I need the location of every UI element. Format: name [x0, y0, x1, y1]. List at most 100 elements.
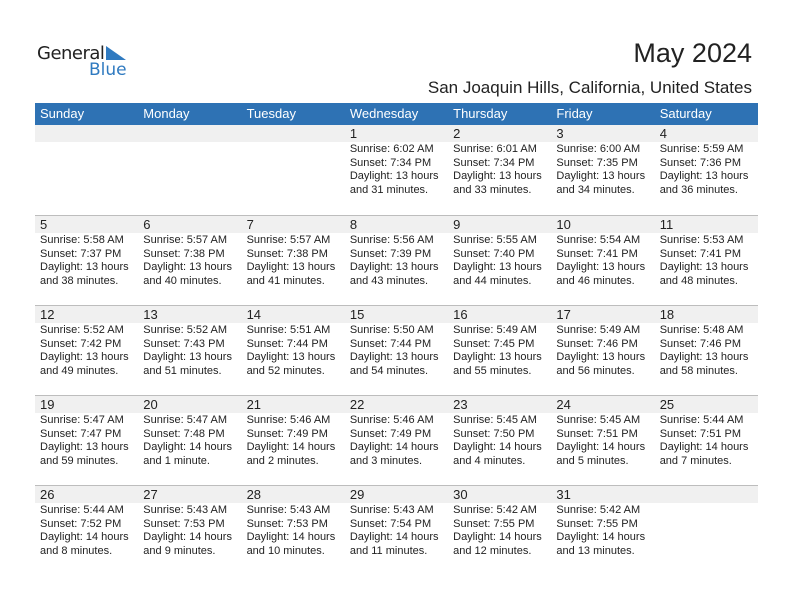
- daylight1-text: Daylight: 14 hours: [40, 531, 129, 543]
- sunset-text: Sunset: 7:40 PM: [453, 247, 535, 260]
- sunrise-text: Sunrise: 5:55 AM: [453, 234, 537, 246]
- day-number: 2: [453, 126, 461, 141]
- day-number: 31: [556, 487, 571, 502]
- daylight1-text: Daylight: 14 hours: [556, 441, 646, 453]
- sunset-text: Sunset: 7:34 PM: [349, 156, 432, 169]
- sunset-text: Sunset: 7:41 PM: [556, 247, 638, 260]
- weekday-wednesday: Wednesday: [349, 106, 419, 121]
- daylight1-text: Daylight: 13 hours: [143, 261, 232, 273]
- day-number: 29: [349, 487, 365, 502]
- daylight2-text: and 8 minutes.: [40, 544, 113, 557]
- day-cell: Sunrise: 5:53 AM Sunset: 7:41 PM Daylight:…: [655, 233, 758, 288]
- sunset-text: Sunset: 7:48 PM: [143, 427, 225, 440]
- daylight1-text: Daylight: 14 hours: [556, 531, 646, 543]
- page-title: May 2024: [633, 38, 752, 68]
- daylight1-text: Daylight: 13 hours: [143, 351, 232, 363]
- daylight1-text: Daylight: 13 hours: [40, 261, 129, 273]
- day-number: 1: [349, 126, 358, 141]
- sunrise-text: Sunrise: 5:59 AM: [659, 143, 744, 155]
- day-number: 16: [453, 307, 468, 322]
- day-number: [138, 125, 241, 142]
- daylight1-text: Daylight: 13 hours: [556, 351, 646, 363]
- logo-triangle-icon: [106, 46, 126, 60]
- day-cell: Sunrise: 5:43 AM Sunset: 7:54 PM Daylight:…: [345, 503, 448, 558]
- daylight1-text: Daylight: 13 hours: [40, 351, 129, 363]
- day-cell: Sunrise: 5:42 AM Sunset: 7:55 PM Daylight:…: [551, 503, 654, 558]
- daylight2-text: and 54 minutes.: [349, 364, 429, 377]
- sunrise-text: Sunrise: 5:43 AM: [143, 504, 228, 516]
- weekday-sunday: Sunday: [40, 106, 85, 121]
- day-cell: Sunrise: 5:47 AM Sunset: 7:47 PM Daylight:…: [35, 413, 138, 468]
- day-number: 17: [556, 307, 571, 322]
- day-number: 22: [349, 397, 365, 412]
- sunrise-text: Sunrise: 5:53 AM: [659, 234, 744, 246]
- sunrise-text: Sunrise: 5:46 AM: [349, 414, 434, 426]
- sunrise-text: Sunrise: 5:45 AM: [453, 414, 537, 426]
- sunset-text: Sunset: 7:52 PM: [40, 517, 122, 530]
- sunrise-text: Sunrise: 6:00 AM: [556, 143, 641, 155]
- day-cell: Sunrise: 5:49 AM Sunset: 7:45 PM Daylight:…: [448, 323, 551, 378]
- day-cell: Sunrise: 5:42 AM Sunset: 7:55 PM Daylight:…: [448, 503, 551, 558]
- date-row: 5 6 7 8 9 10 11: [35, 216, 758, 233]
- daylight2-text: and 43 minutes.: [349, 274, 429, 287]
- day-cell: Sunrise: 5:48 AM Sunset: 7:46 PM Daylight:…: [655, 323, 758, 378]
- sunrise-text: Sunrise: 5:56 AM: [349, 234, 434, 246]
- day-number: 5: [40, 217, 48, 232]
- daylight1-text: Daylight: 14 hours: [349, 441, 439, 453]
- daylight2-text: and 51 minutes.: [143, 364, 222, 377]
- date-row: 26 27 28 29 30 31: [35, 486, 758, 503]
- week-row: 26 27 28 29 30 31 Sunrise: 5:44 AM Sunset: 7:52…: [35, 485, 758, 575]
- day-number: 15: [349, 307, 365, 322]
- sunset-text: Sunset: 7:34 PM: [453, 156, 535, 169]
- daylight1-text: Daylight: 13 hours: [349, 351, 439, 363]
- sunset-text: Sunset: 7:49 PM: [349, 427, 432, 440]
- sunset-text: Sunset: 7:55 PM: [556, 517, 638, 530]
- day-number: [655, 486, 758, 503]
- info-row: Sunrise: 5:58 AM Sunset: 7:37 PM Daylight:…: [35, 233, 758, 288]
- sunrise-text: Sunrise: 5:48 AM: [659, 324, 744, 336]
- day-number: 18: [659, 307, 675, 322]
- day-number: 30: [453, 487, 468, 502]
- daylight2-text: and 48 minutes.: [659, 274, 738, 287]
- daylight2-text: and 34 minutes.: [556, 183, 635, 196]
- sunrise-text: Sunrise: 6:02 AM: [349, 143, 434, 155]
- day-number: 26: [40, 487, 55, 502]
- sunset-text: Sunset: 7:50 PM: [453, 427, 535, 440]
- daylight2-text: and 1 minute.: [143, 454, 210, 467]
- daylight2-text: and 5 minutes.: [556, 454, 629, 467]
- daylight2-text: and 31 minutes.: [349, 183, 429, 196]
- sunrise-text: Sunrise: 5:51 AM: [246, 324, 331, 336]
- day-number: 11: [659, 217, 674, 232]
- daylight2-text: and 44 minutes.: [453, 274, 532, 287]
- sunrise-text: Sunrise: 5:49 AM: [453, 324, 537, 336]
- daylight1-text: Daylight: 13 hours: [659, 170, 749, 182]
- info-row: Sunrise: 6:02 AM Sunset: 7:34 PM Daylight:…: [35, 142, 758, 197]
- sunrise-text: Sunrise: 5:49 AM: [556, 324, 641, 336]
- day-cell: Sunrise: 5:46 AM Sunset: 7:49 PM Daylight:…: [345, 413, 448, 468]
- sunrise-text: Sunrise: 5:42 AM: [556, 504, 641, 516]
- daylight2-text: and 38 minutes.: [40, 274, 119, 287]
- week-row: 1 2 3 4 Sunrise: 6:02 AM Sunset: 7:34 PM Dayli…: [35, 125, 758, 215]
- logo: General Blue: [37, 43, 127, 80]
- weekday-saturday: Saturday: [659, 106, 712, 121]
- day-number: 23: [453, 397, 468, 412]
- daylight2-text: and 13 minutes.: [556, 544, 635, 557]
- day-cell: Sunrise: 6:00 AM Sunset: 7:35 PM Daylight:…: [551, 142, 654, 197]
- sunset-text: Sunset: 7:53 PM: [246, 517, 328, 530]
- sunset-text: Sunset: 7:49 PM: [246, 427, 328, 440]
- sunrise-text: Sunrise: 5:45 AM: [556, 414, 641, 426]
- day-cell: Sunrise: 5:58 AM Sunset: 7:37 PM Daylight:…: [35, 233, 138, 288]
- daylight2-text: and 7 minutes.: [659, 454, 732, 467]
- day-cell: Sunrise: 5:44 AM Sunset: 7:52 PM Daylight:…: [35, 503, 138, 558]
- day-cell: Sunrise: 5:50 AM Sunset: 7:44 PM Daylight:…: [345, 323, 448, 378]
- sunset-text: Sunset: 7:38 PM: [143, 247, 225, 260]
- week-row: 19 20 21 22 23 24 25 Sunrise: 5:47 AM Sunset: 7:…: [35, 395, 758, 485]
- sunset-text: Sunset: 7:46 PM: [659, 337, 742, 350]
- day-number: [35, 125, 138, 142]
- day-number: 9: [453, 217, 461, 232]
- day-cell: Sunrise: 5:46 AM Sunset: 7:49 PM Daylight:…: [242, 413, 345, 468]
- daylight1-text: Daylight: 14 hours: [143, 531, 232, 543]
- date-row: 19 20 21 22 23 24 25: [35, 396, 758, 413]
- day-number: 19: [40, 397, 55, 412]
- sunrise-text: Sunrise: 5:52 AM: [40, 324, 124, 336]
